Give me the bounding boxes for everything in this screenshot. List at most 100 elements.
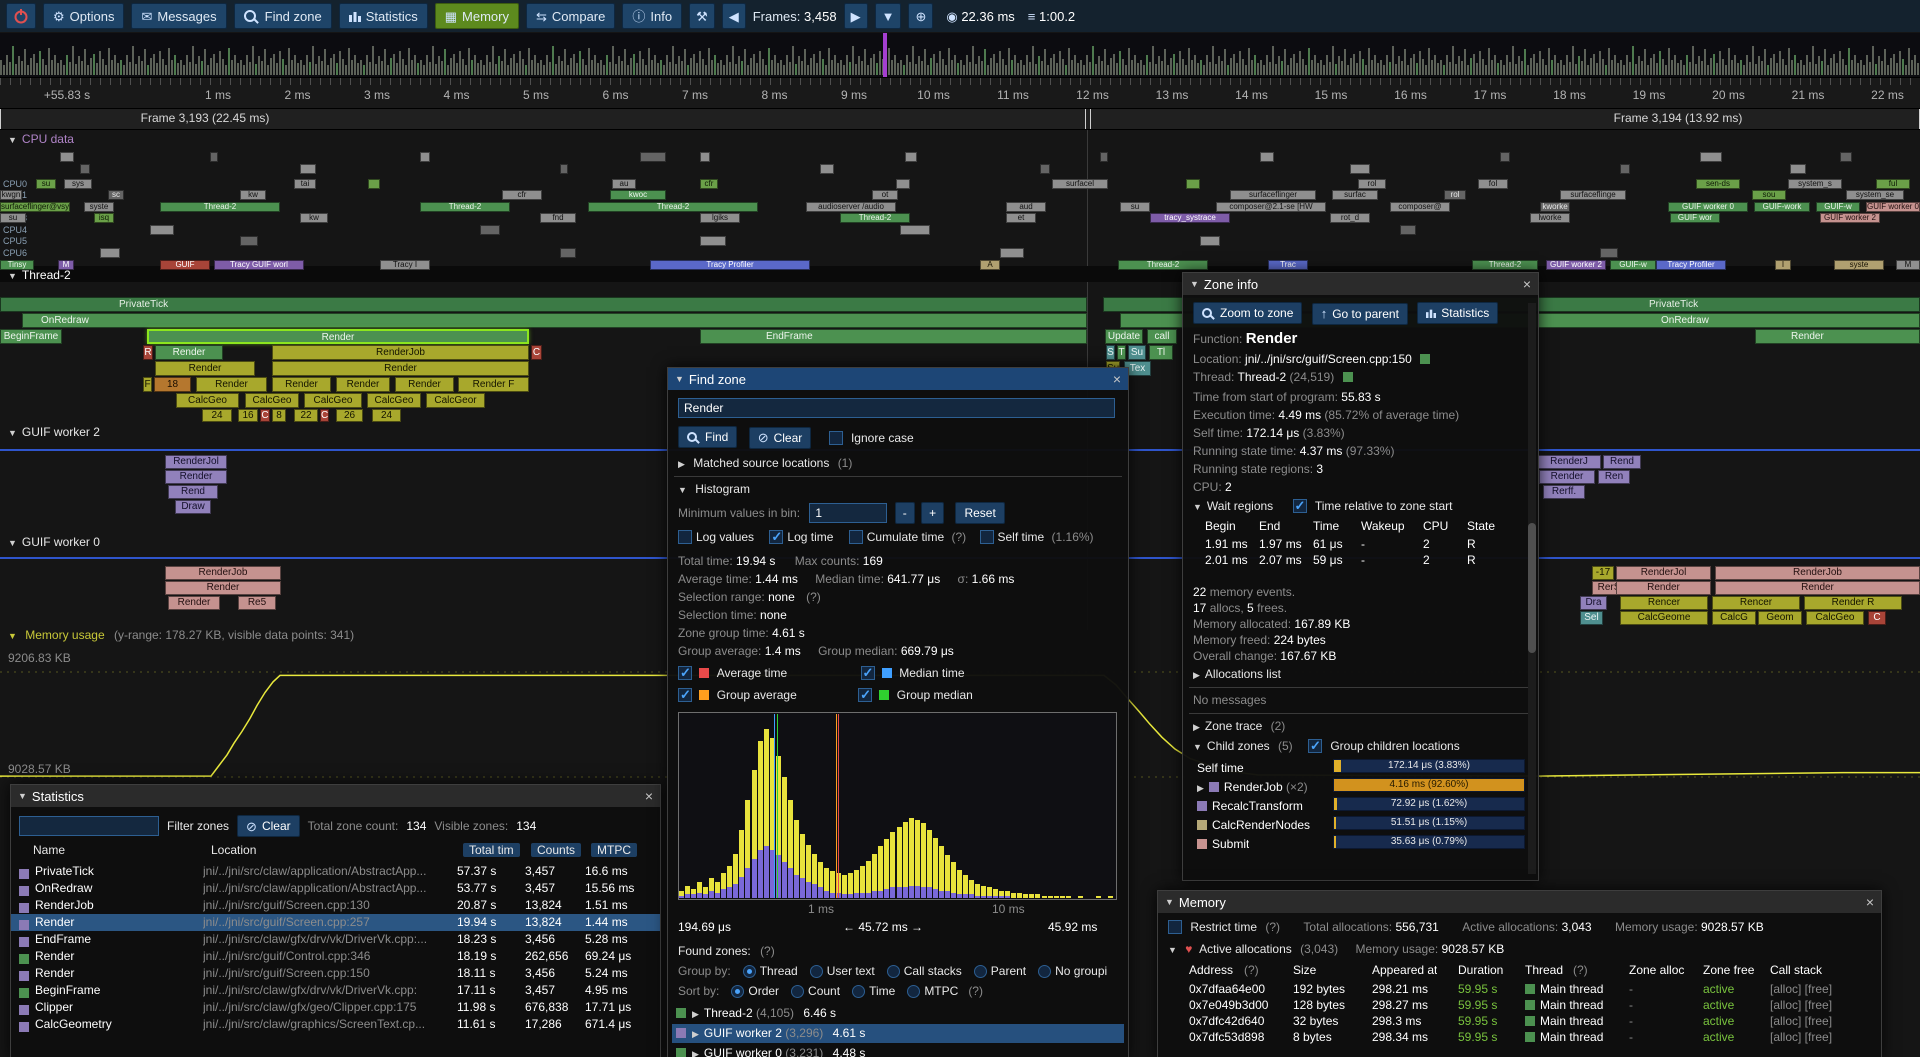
- timeline-zone[interactable]: Render: [336, 377, 390, 392]
- timeline-zone[interactable]: system_s: [1788, 179, 1842, 189]
- filter-zones-input[interactable]: [19, 816, 159, 836]
- timeline-zone[interactable]: surfacel: [1052, 179, 1108, 189]
- timeline-zone[interactable]: [210, 152, 218, 162]
- power-button[interactable]: [6, 3, 36, 29]
- timeline-zone[interactable]: Tinsy: [0, 260, 34, 270]
- timeline-zone[interactable]: [1600, 248, 1618, 258]
- group-by-thread-radio[interactable]: [742, 965, 756, 978]
- timeline-zone[interactable]: surfac: [1332, 190, 1378, 200]
- clear-filter-button[interactable]: ⊘ Clear: [237, 815, 300, 837]
- close-icon[interactable]: ×: [1865, 894, 1874, 910]
- child-zone-row[interactable]: ▶ RenderJob (×2) 4.16 ms (92.60%): [1183, 778, 1525, 794]
- timeline-zone[interactable]: Draw: [175, 500, 211, 514]
- timeline-zone[interactable]: Render: [196, 377, 267, 392]
- timeline-zone[interactable]: Render: [168, 596, 220, 610]
- timeline-zone[interactable]: CalcGeo: [304, 393, 362, 408]
- child-zone-row[interactable]: Self time 172.14 μs (3.83%): [1183, 759, 1525, 775]
- timeline-zone[interactable]: GUIF worker 0: [1866, 202, 1920, 212]
- timeline-zone[interactable]: [1500, 152, 1510, 162]
- timeline-zone[interactable]: su: [36, 179, 56, 189]
- timeline-zone[interactable]: BeginFrame: [0, 329, 62, 344]
- timeline-zone-selected[interactable]: Render: [147, 329, 529, 344]
- timeline-zone[interactable]: 18: [154, 377, 191, 392]
- thread2-header[interactable]: ▼ Thread-2: [8, 268, 71, 282]
- found-zone-group-row[interactable]: ▶ GUIF worker 0 (3,231) 4.48 s: [672, 1044, 1124, 1057]
- matched-source-locations[interactable]: ▶ Matched source locations (1): [678, 456, 853, 470]
- timeline-zone[interactable]: C: [260, 409, 270, 422]
- timeline-zone[interactable]: [1840, 152, 1852, 162]
- timeline-zone[interactable]: Su: [1128, 345, 1146, 360]
- guif-worker-0-header[interactable]: ▼ GUIF worker 0: [8, 535, 100, 549]
- child-zones-header[interactable]: ▼Child zones (5) Group children location…: [1193, 738, 1460, 755]
- timeline-zone[interactable]: system_se: [1846, 190, 1904, 200]
- timeline-zone[interactable]: GUIF wor: [1670, 213, 1720, 223]
- timeline-zone[interactable]: Tracy GUIF worl: [214, 260, 304, 270]
- zoom-to-zone-button[interactable]: Zoom to zone: [1193, 302, 1303, 324]
- timeline-zone[interactable]: surfaceflinger@vsy: [0, 202, 70, 212]
- timeline-zone[interactable]: OnRedraw: [22, 313, 1087, 328]
- timeline-zone[interactable]: RenderJol: [165, 455, 227, 469]
- timeline-zone[interactable]: rot_d: [1330, 213, 1370, 223]
- timeline-zone[interactable]: GUIF worker 0: [1668, 202, 1748, 212]
- timeline-zone[interactable]: GUIF: [160, 260, 210, 270]
- self-time-checkbox[interactable]: [979, 530, 994, 544]
- timeline-zone[interactable]: S: [1106, 345, 1115, 360]
- group-by-parent-radio[interactable]: [973, 965, 987, 978]
- group-children-checkbox[interactable]: [1307, 738, 1322, 754]
- timeline-zone[interactable]: sou: [1752, 190, 1786, 200]
- timeline-zone[interactable]: R: [143, 345, 153, 360]
- reset-button[interactable]: Reset: [955, 502, 1005, 524]
- frame-dropdown-button[interactable]: ▼: [874, 3, 902, 29]
- timeline-zone[interactable]: 16: [238, 409, 258, 422]
- timeline-zone[interactable]: Tracy Profiler: [650, 260, 810, 270]
- frame-minimap[interactable]: [0, 33, 1920, 78]
- timeline-zone[interactable]: rol: [1358, 179, 1386, 189]
- close-icon[interactable]: ×: [1112, 371, 1121, 387]
- min-bin-decrease-button[interactable]: -: [894, 502, 915, 524]
- options-button[interactable]: ⚙ Options: [43, 3, 125, 29]
- timeline-zone[interactable]: [905, 152, 917, 162]
- sort-by-count-radio[interactable]: [791, 985, 805, 998]
- table-row[interactable]: BeginFrame jni/../jni/src/claw/gfx/drv/vk…: [11, 982, 660, 999]
- timeline-zone[interactable]: F: [143, 377, 152, 392]
- timeline-zone[interactable]: sys: [64, 179, 92, 189]
- timeline-zone[interactable]: [1000, 248, 1024, 258]
- timeline-zone[interactable]: RenderJ: [1537, 455, 1601, 469]
- timeline-zone[interactable]: Thread-2: [1472, 260, 1538, 270]
- timeline-zone[interactable]: su: [1120, 202, 1150, 212]
- table-row[interactable]: Clipper jni/../jni/src/claw/gfx/geo/Clipp…: [11, 999, 660, 1016]
- compare-button[interactable]: ⇆ Compare: [525, 3, 616, 29]
- timeline-zone[interactable]: [1040, 164, 1050, 174]
- timeline-zone[interactable]: [700, 152, 710, 162]
- log-values-checkbox[interactable]: [678, 530, 692, 544]
- timeline-zone[interactable]: M: [58, 260, 74, 270]
- timeline-zone[interactable]: [1186, 179, 1200, 189]
- timeline-zone[interactable]: 26: [336, 409, 363, 422]
- memory-usage-header[interactable]: ▼ Memory usage (y-range: 178.27 KB, visi…: [8, 628, 355, 642]
- timeline-zone[interactable]: surfaceflinge: [1560, 190, 1626, 200]
- close-icon[interactable]: ×: [644, 788, 653, 804]
- timeline-zone[interactable]: Thread-2: [160, 202, 280, 212]
- timeline-zone[interactable]: Render: [165, 581, 281, 595]
- timeline-zone[interactable]: Geom: [1758, 611, 1802, 625]
- timeline-zone[interactable]: Rerff.: [1543, 485, 1585, 499]
- time-relative-checkbox[interactable]: [1292, 498, 1307, 514]
- timeline-zone[interactable]: composer@: [1390, 202, 1450, 212]
- table-row[interactable]: 0x7dfc42d640 32 bytes 298.3 ms 59.95 s Main …: [1189, 1014, 1833, 1028]
- timeline-zone[interactable]: [1200, 236, 1220, 246]
- timeline-zone[interactable]: GUIF-w: [1610, 260, 1656, 270]
- find-zone-search-input[interactable]: [678, 398, 1115, 418]
- found-zone-group-row[interactable]: ▶ GUIF worker 2 (3,296) 4.61 s: [672, 1024, 1124, 1043]
- timeline-zone[interactable]: sc: [108, 190, 124, 200]
- timeline-zone[interactable]: su: [0, 213, 26, 223]
- timeline-zone[interactable]: M: [1896, 260, 1920, 270]
- timeline-zone[interactable]: kw: [300, 213, 328, 223]
- timeline-zone[interactable]: CalcGeo: [245, 393, 299, 408]
- timeline-zone[interactable]: [820, 164, 834, 174]
- timeline-zone[interactable]: [1100, 152, 1108, 162]
- timeline-zone[interactable]: Re5: [238, 596, 276, 610]
- memory-table-header[interactable]: Address (?) Size Appeared at Duration Thread(…: [1189, 963, 1823, 977]
- timeline-zone[interactable]: GUIF-w: [1816, 202, 1860, 212]
- timeline-zone[interactable]: -17: [1592, 566, 1614, 580]
- timeline-zone[interactable]: Render R: [1804, 596, 1902, 610]
